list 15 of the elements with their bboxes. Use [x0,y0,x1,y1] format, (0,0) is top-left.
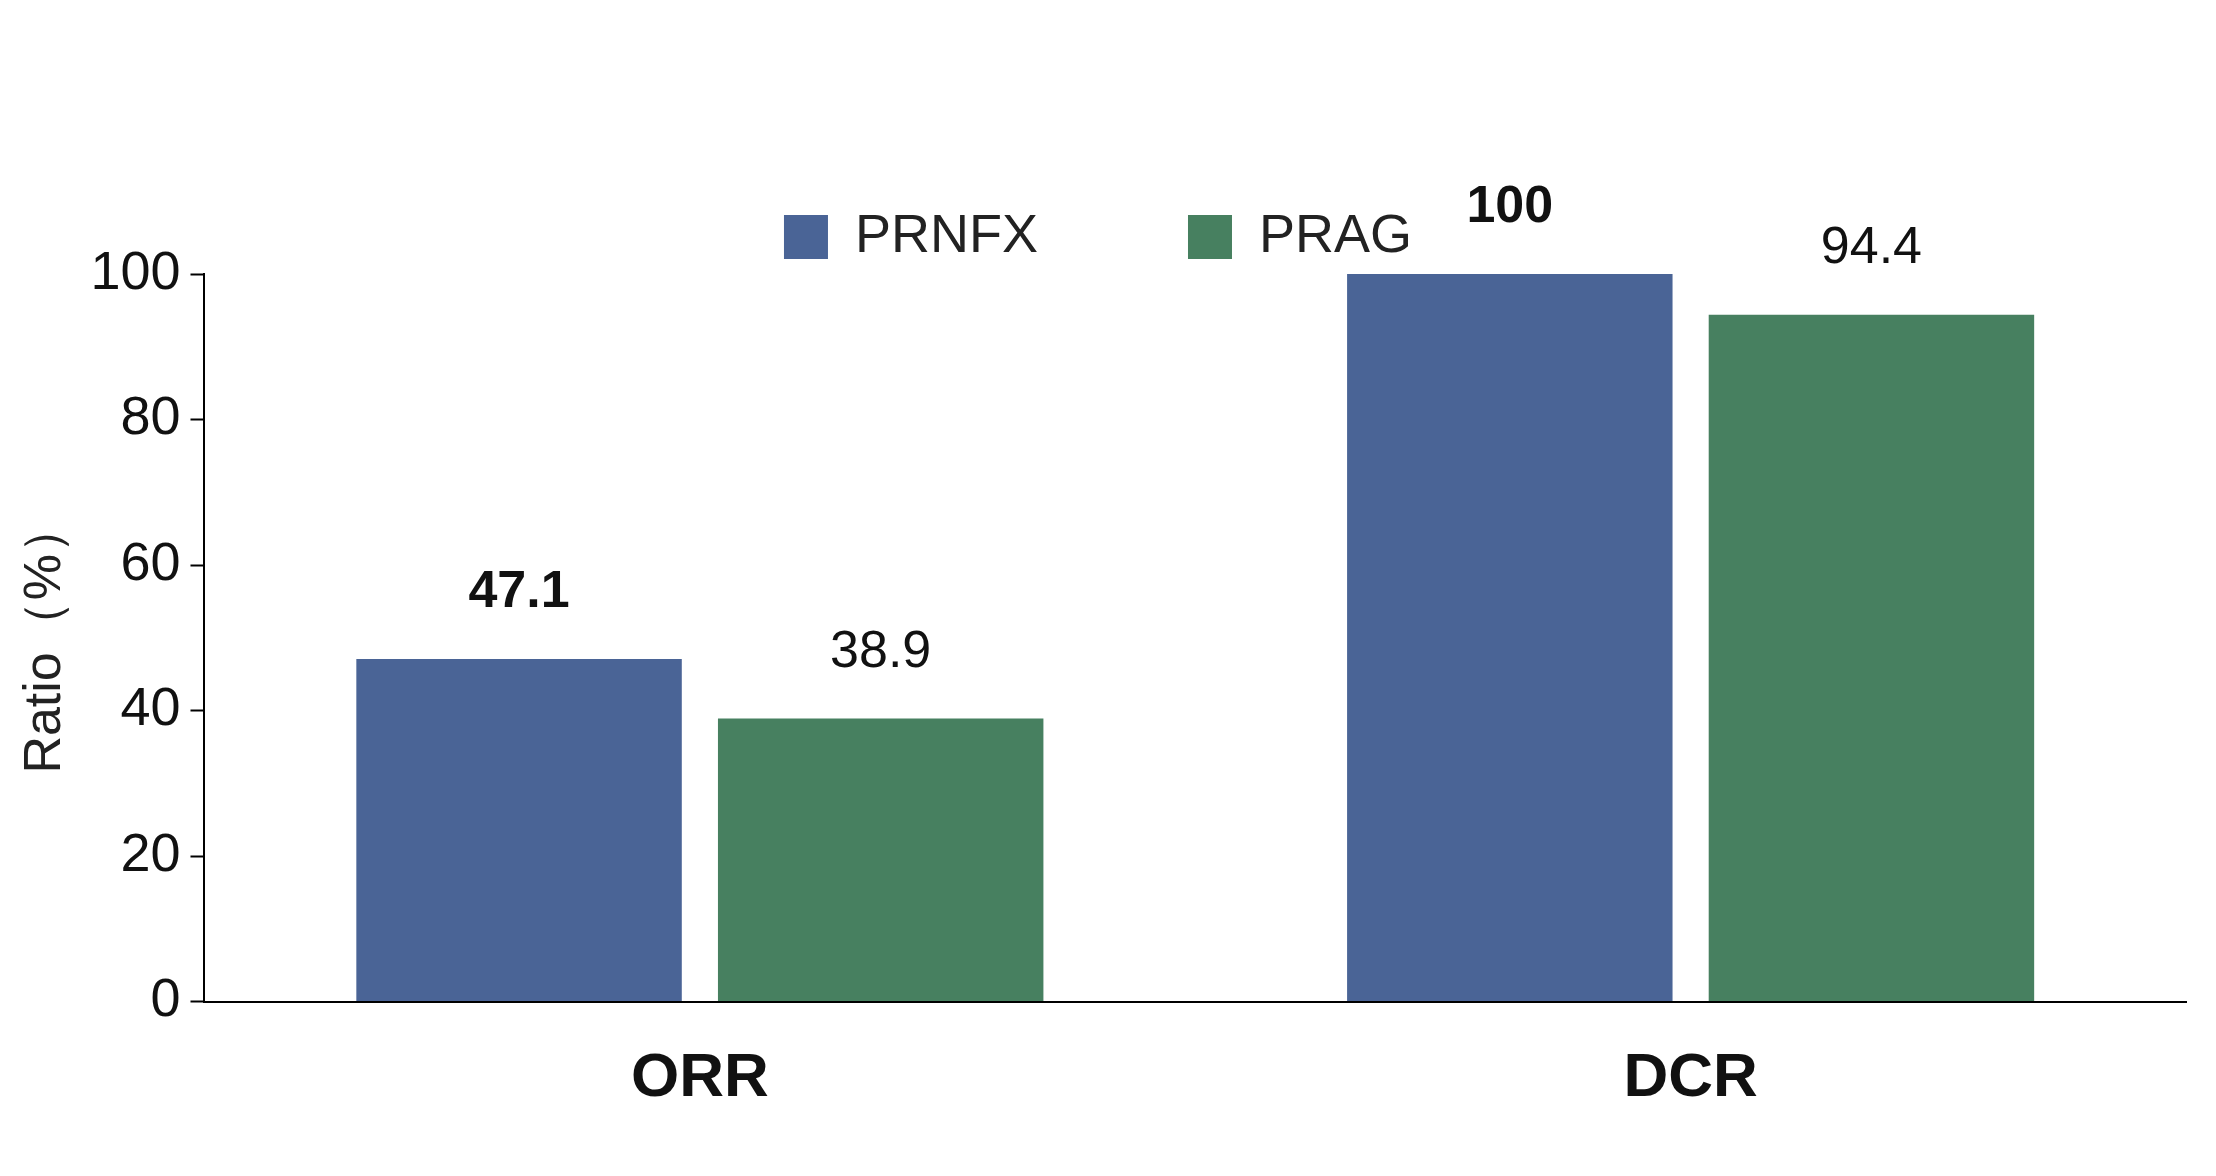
x-tick-label: DCR [1623,1039,1758,1109]
y-tick-label: 40 [120,676,181,737]
data-label: 47.1 [468,560,570,619]
legend-label: PRAG [1258,202,1413,263]
data-label: 94.4 [1820,216,1923,275]
x-tick-label: ORR [630,1039,769,1109]
data-label: 38.9 [830,619,932,678]
y-tick-label: 60 [120,530,181,591]
y-tick-label: 80 [120,385,181,446]
y-tick-label: 100 [90,239,181,300]
y-tick-label: 0 [150,967,181,1028]
legend-label: PRNFX [854,202,1038,263]
y-axis-title: Ratio（%） [12,501,71,774]
data-label: 100 [1466,175,1554,234]
y-tick-label: 20 [120,821,181,882]
